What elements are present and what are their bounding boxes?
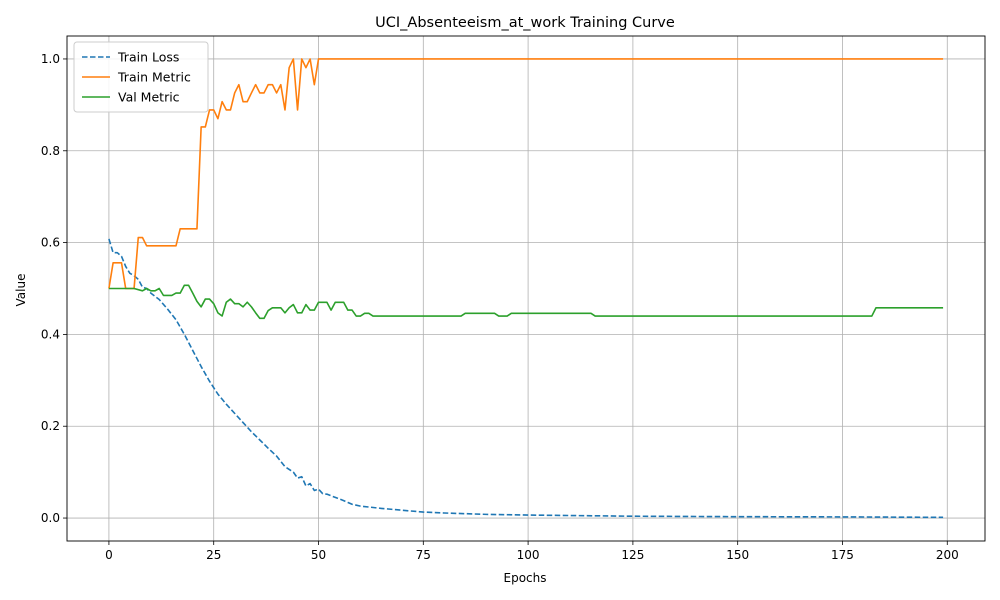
series-line-train-metric: [108, 58, 944, 290]
y-tick-label: 0.4: [41, 327, 60, 341]
x-tick-label: 75: [416, 548, 431, 562]
legend-box: [73, 41, 209, 113]
y-tick-label: 0.0: [41, 511, 60, 525]
x-tick-label: 100: [517, 548, 540, 562]
y-tick-label: 0.2: [41, 419, 60, 433]
chart-title: UCI_Absenteeism_at_work Training Curve: [375, 15, 675, 31]
x-tick-label: 50: [311, 548, 326, 562]
plot-frame: [66, 35, 986, 542]
x-tick-label: 200: [936, 548, 959, 562]
series-line-train-loss: [108, 238, 944, 519]
series-line-val-metric: [108, 284, 944, 320]
axis-ticks: 0 25 50 75 100 125 150 175 200 0.0 0.2 0.4 0.6 0.8 1.0: [41, 52, 959, 562]
legend-label: Val Metric: [118, 90, 180, 105]
grid-lines: [67, 36, 985, 541]
legend: Train Loss Train Metric Val Metric: [73, 41, 209, 113]
x-tick-label: 175: [831, 548, 854, 562]
x-tick-label: 125: [621, 548, 644, 562]
y-tick-label: 1.0: [41, 52, 60, 66]
x-tick-label: 0: [105, 548, 113, 562]
y-tick-label: 0.6: [41, 236, 60, 250]
y-axis-label: Value: [14, 274, 28, 307]
x-tick-label: 150: [726, 548, 749, 562]
x-tick-label: 25: [206, 548, 221, 562]
legend-label: Train Loss: [117, 50, 179, 65]
x-axis-label: Epochs: [504, 571, 547, 585]
legend-label: Train Metric: [117, 70, 191, 85]
y-tick-label: 0.8: [41, 144, 60, 158]
series-lines: [108, 58, 944, 519]
